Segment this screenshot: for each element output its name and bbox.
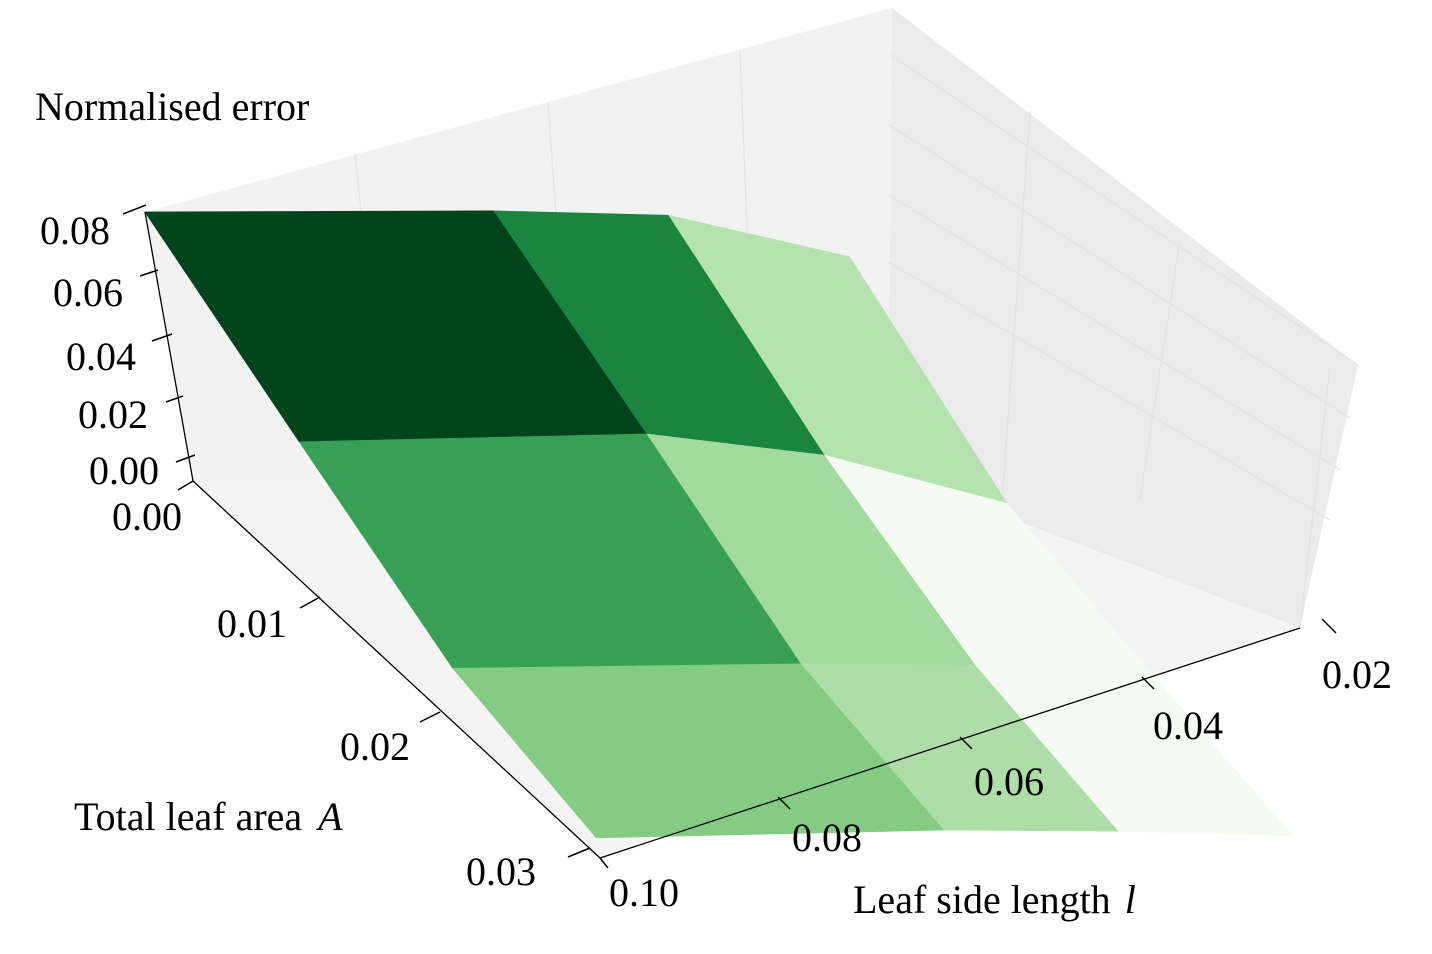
back-pane-right	[888, 8, 1358, 628]
y-tick-label-0.00: 0.00	[112, 494, 182, 539]
z-tick-label-0.00: 0.00	[89, 448, 159, 493]
x-axis-ticks	[599, 618, 1337, 869]
x-tick-label-0.10: 0.10	[609, 870, 679, 915]
y-axis-label: Total leaf area A	[74, 794, 343, 839]
surface-faces	[144, 210, 1294, 839]
y-axis-label-text: Total leaf area	[74, 794, 302, 839]
x-tick-label-0.04: 0.04	[1153, 703, 1223, 748]
x-tick-label-0.06: 0.06	[974, 759, 1044, 804]
y-axis-label-symbol: A	[315, 794, 343, 839]
x-axis-label-symbol: l	[1125, 877, 1136, 922]
z-axis-ticks	[122, 204, 196, 463]
y-tick-label-0.03: 0.03	[466, 849, 536, 894]
surface-face-0-2	[452, 663, 945, 839]
z-tick-label-0.08: 0.08	[40, 208, 110, 253]
x-axis-label: Leaf side length l	[853, 877, 1136, 922]
x-tick-label-0.08: 0.08	[792, 815, 862, 860]
y-axis-line	[192, 480, 601, 859]
y-tick-label-0.01: 0.01	[217, 601, 287, 646]
x-axis-line	[599, 627, 1301, 859]
z-tick-label-0.06: 0.06	[53, 270, 123, 315]
z-axis-line	[144, 211, 194, 482]
x-tick-label-0.02: 0.02	[1322, 652, 1392, 697]
z-tick-label-0.04: 0.04	[66, 334, 136, 379]
y-tick-label-0.02: 0.02	[340, 724, 410, 769]
z-tick-label-0.02: 0.02	[78, 392, 148, 437]
z-axis-label: Normalised error	[35, 84, 309, 129]
x-axis-label-text: Leaf side length	[853, 877, 1111, 922]
y-axis-ticks	[177, 480, 591, 858]
